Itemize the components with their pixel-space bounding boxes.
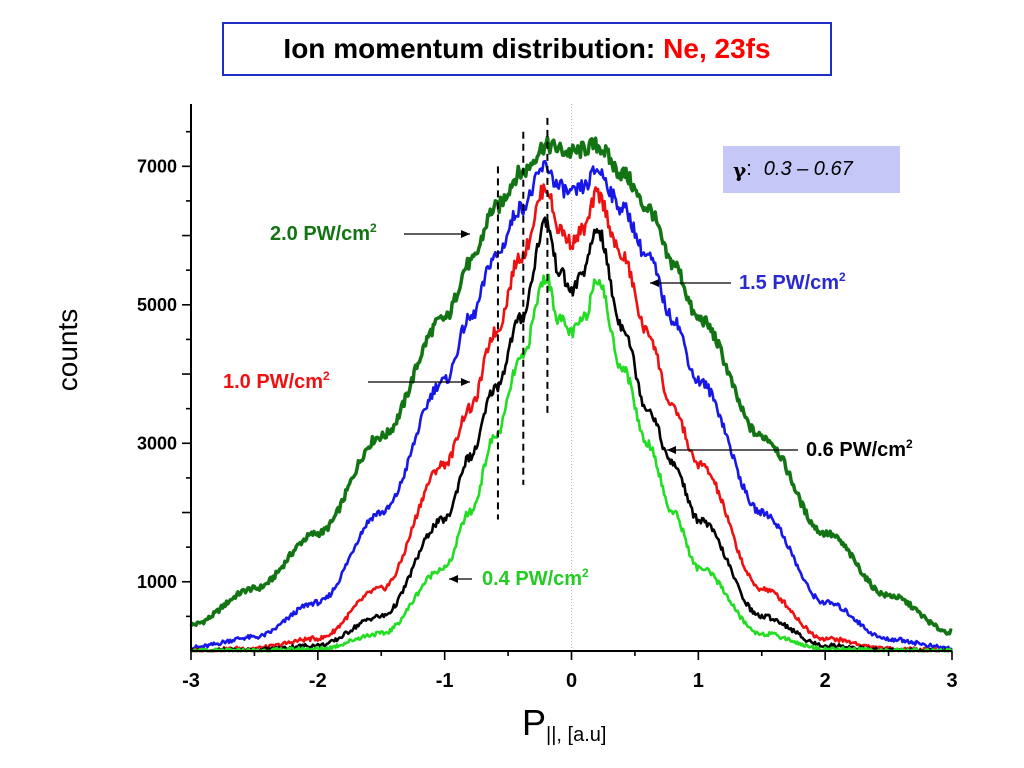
series-label-1-0: 1.0 PW/cm2 bbox=[223, 369, 330, 394]
y-tick-label: 1000 bbox=[137, 572, 177, 592]
y-axis-label-text: counts bbox=[52, 308, 83, 392]
series-line-06 bbox=[190, 216, 954, 653]
series-label-0-6-text: 0.6 PW/cm bbox=[806, 439, 907, 461]
gamma-range-box: γ : 0.3 – 0.67 bbox=[723, 146, 900, 193]
gamma-range-value: 0.3 – 0.67 bbox=[763, 158, 853, 180]
x-axis-label-main: P bbox=[522, 702, 547, 743]
x-tick-label: 2 bbox=[820, 670, 831, 692]
annotation-arrowhead-3 bbox=[461, 378, 470, 386]
y-tick-label: 3000 bbox=[137, 433, 177, 453]
y-tick-label: 5000 bbox=[137, 295, 177, 315]
series-label-1-5-sup: 2 bbox=[839, 270, 846, 284]
annotation-arrowhead-1 bbox=[461, 230, 470, 238]
series-label-0-4-sup: 2 bbox=[582, 566, 589, 580]
chart-title-box: Ion momentum distribution: Ne, 23fs bbox=[222, 22, 832, 76]
x-axis-label-sub: ||, [a.u] bbox=[546, 724, 607, 746]
chart-title: Ion momentum distribution: bbox=[283, 33, 656, 64]
x-tick-label: 3 bbox=[946, 670, 957, 692]
x-tick-label: -3 bbox=[182, 670, 200, 692]
gamma-symbol: γ bbox=[733, 157, 747, 182]
series-label-2-0: 2.0 PW/cm2 bbox=[270, 221, 377, 246]
annotation-arrowhead-5 bbox=[449, 575, 458, 583]
series-label-0-6: 0.6 PW/cm2 bbox=[806, 437, 913, 462]
annotation-arrowhead-4 bbox=[667, 446, 676, 454]
x-tick-label: -1 bbox=[436, 670, 454, 692]
x-axis-label: P||, [a.u] bbox=[522, 702, 606, 747]
series-line-04 bbox=[191, 273, 954, 653]
x-tick-label: 0 bbox=[566, 670, 577, 692]
annotation-arrowhead-2 bbox=[650, 279, 659, 287]
series-label-1-5: 1.5 PW/cm2 bbox=[739, 270, 846, 295]
x-tick-label: 1 bbox=[693, 670, 704, 692]
series-label-0-4-text: 0.4 PW/cm bbox=[482, 568, 583, 590]
series-line-10 bbox=[191, 183, 953, 653]
series-line-20 bbox=[189, 135, 953, 636]
series-line-15 bbox=[190, 159, 953, 651]
gamma-colon: : bbox=[746, 158, 752, 180]
arrow-layer bbox=[368, 230, 798, 583]
series-label-1-5-text: 1.5 PW/cm bbox=[739, 272, 840, 294]
series-label-0-4: 0.4 PW/cm2 bbox=[482, 566, 589, 591]
chart-title-accent: Ne, 23fs bbox=[663, 33, 771, 64]
dashed-marker-layer bbox=[496, 117, 549, 520]
series-label-1-0-text: 1.0 PW/cm bbox=[223, 371, 324, 393]
x-tick-label: -2 bbox=[309, 670, 327, 692]
series-layer bbox=[189, 135, 954, 653]
series-label-2-0-sup: 2 bbox=[370, 221, 377, 235]
axes-layer: -3 -2 -1 0 1 2 3 1000 3000 5000 7000 bbox=[137, 104, 958, 692]
series-label-1-0-sup: 2 bbox=[323, 369, 330, 383]
y-tick-label: 7000 bbox=[137, 156, 177, 176]
series-label-0-6-sup: 2 bbox=[906, 437, 913, 451]
series-label-2-0-text: 2.0 PW/cm bbox=[270, 223, 371, 245]
